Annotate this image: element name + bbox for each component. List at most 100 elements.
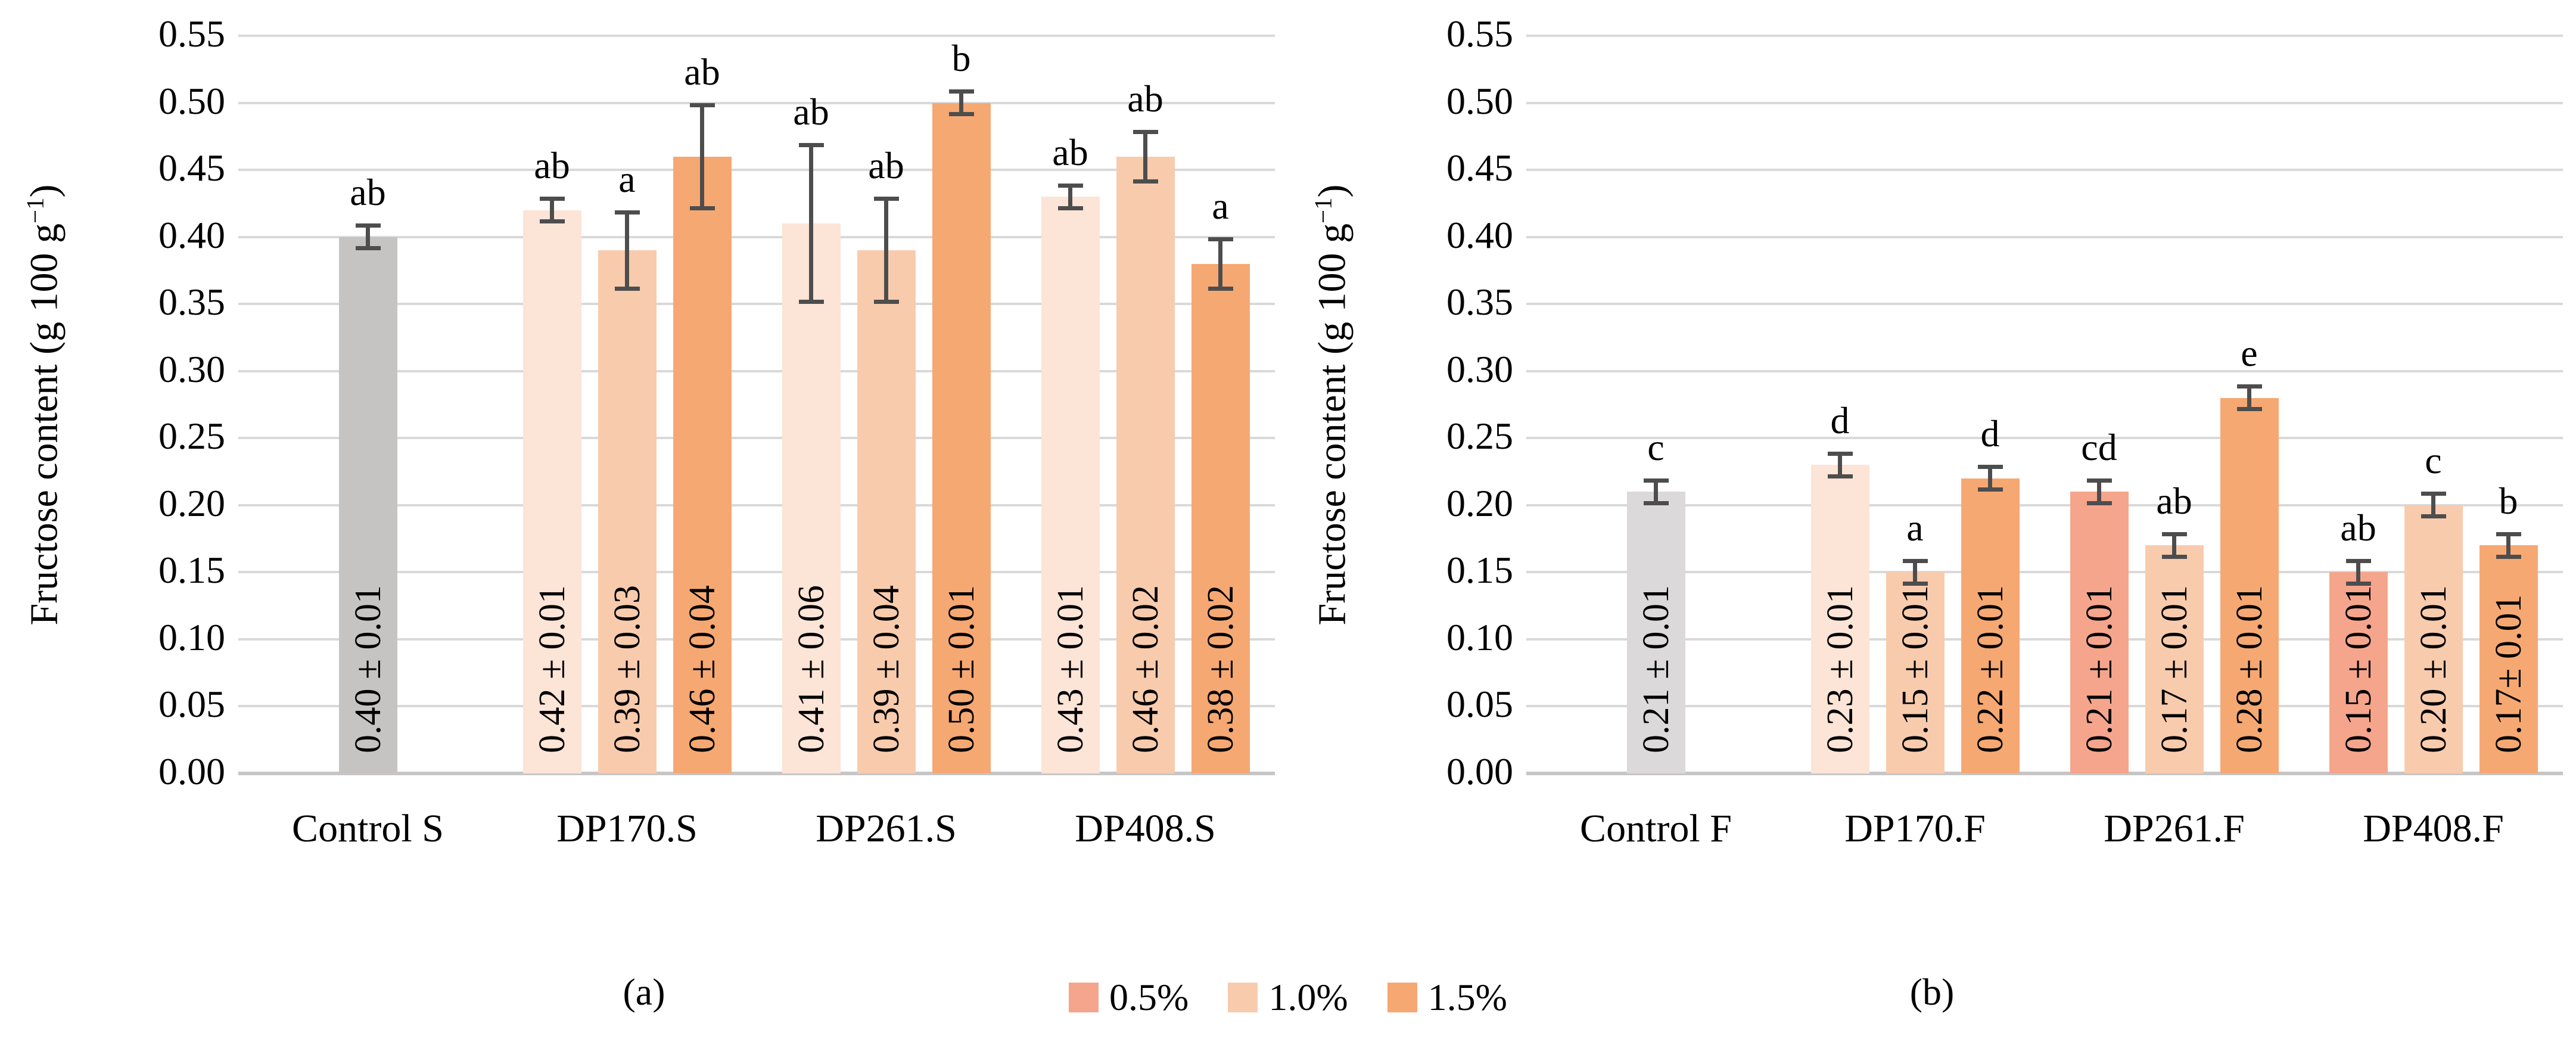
bar: 0.15 ± 0.01	[2329, 572, 2388, 773]
error-bar-line	[2506, 532, 2510, 559]
bar-value-label: 0.43 ± 0.01	[1050, 585, 1091, 753]
error-bar	[1902, 558, 1928, 586]
error-bar	[355, 223, 381, 251]
bar-value-label: 0.28 ± 0.01	[2229, 585, 2270, 753]
panel-caption-a: (a)	[623, 971, 665, 1013]
bar-value-label: 0.22 ± 0.01	[1970, 585, 2011, 753]
plot-area-a: 0.40 ± 0.01 ab 0.42 ± 0.01 ab 0.39 ± 0.03 a 0.…	[238, 35, 1275, 775]
error-bar-line	[809, 143, 813, 304]
legend-swatch	[1069, 983, 1099, 1012]
bar-value-label: 0.46 ± 0.02	[1125, 585, 1166, 753]
error-bar	[2421, 492, 2446, 519]
significance-letter: ab	[793, 91, 829, 133]
y-tick-label: 0.00	[1446, 750, 1513, 793]
x-axis-line	[1526, 772, 2563, 775]
error-bar-cap-bottom	[1643, 501, 1669, 505]
y-tick-label: 0.45	[1446, 147, 1513, 189]
significance-letter: ab	[868, 144, 904, 187]
y-tick-label: 0.25	[1446, 415, 1513, 458]
error-bar	[2236, 384, 2262, 412]
bar: 0.50 ± 0.01	[932, 102, 991, 773]
gridline	[1526, 638, 2563, 641]
error-bar	[2086, 478, 2112, 505]
error-bar-cap-bottom	[689, 206, 715, 210]
error-bar	[873, 197, 899, 304]
error-bar-cap-bottom	[355, 246, 381, 251]
error-bar	[798, 143, 824, 304]
error-bar	[689, 102, 715, 210]
significance-letter: ab	[684, 50, 720, 93]
error-bar-cap-top	[2421, 492, 2446, 496]
significance-letter: ab	[534, 144, 570, 187]
significance-letter: d	[1980, 412, 2000, 455]
gridline	[238, 369, 1275, 372]
error-bar-cap-top	[873, 197, 899, 201]
error-bar-line	[625, 210, 629, 291]
error-bar-cap-bottom	[2345, 581, 2371, 586]
y-tick-label: 0.20	[1446, 481, 1513, 524]
error-bar-line	[1838, 451, 1842, 478]
gridline	[238, 437, 1275, 440]
y-tick-label: 0.05	[158, 683, 225, 726]
error-bar-cap-top	[1133, 129, 1158, 134]
error-bar-cap-top	[2345, 558, 2371, 563]
x-axis-label: Control S	[292, 807, 444, 850]
significance-letter: a	[1212, 184, 1229, 227]
gridline	[238, 101, 1275, 104]
y-tick-label: 0.10	[158, 616, 225, 658]
error-bar-cap-bottom	[1827, 474, 1853, 478]
gridline	[1526, 303, 2563, 306]
y-tick-label: 0.15	[1446, 549, 1513, 592]
significance-letter: ab	[350, 171, 386, 214]
error-bar-cap-bottom	[1902, 581, 1928, 586]
error-bar	[2345, 558, 2371, 586]
gridline	[238, 235, 1275, 238]
legend-swatch	[1387, 983, 1417, 1012]
error-bar-line	[550, 197, 554, 224]
y-tick-label: 0.10	[1446, 616, 1513, 658]
error-bar-cap-bottom	[948, 112, 974, 117]
panel-b: Fructose content (g 100 g−1) 0.21 ± 0.01…	[1288, 0, 2576, 1038]
significance-letter: b	[951, 37, 971, 80]
bar: 0.38 ± 0.02	[1191, 263, 1250, 773]
error-bar-line	[1143, 129, 1147, 184]
significance-letter: ab	[2156, 479, 2192, 522]
x-axis-label: DP261.F	[2104, 807, 2245, 850]
bar: 0.39 ± 0.03	[598, 250, 657, 773]
bar: 0.17± 0.01	[2479, 545, 2538, 773]
significance-letter: a	[1906, 506, 1924, 549]
gridline	[238, 35, 1275, 37]
legend-item: 1.5%	[1387, 978, 1507, 1017]
x-axis-label: DP408.F	[2363, 807, 2504, 850]
bar-value-label: 0.15 ± 0.01	[1894, 585, 1936, 753]
y-tick-label: 0.15	[158, 549, 225, 592]
y-tick-label: 0.50	[1446, 79, 1513, 122]
y-tick-label: 0.50	[158, 79, 225, 122]
gridline	[1526, 437, 2563, 440]
error-bar	[1827, 451, 1853, 478]
gridline	[238, 303, 1275, 306]
gridline	[1526, 705, 2563, 708]
error-bar	[2161, 532, 2187, 559]
x-axis-label: DP408.S	[1075, 807, 1216, 850]
error-bar-cap-top	[355, 223, 381, 228]
error-bar-line	[1068, 183, 1072, 210]
error-bar-line	[959, 89, 963, 117]
bar: 0.46 ± 0.02	[1116, 156, 1175, 773]
error-bar	[1977, 465, 2003, 492]
significance-letter: cd	[2081, 425, 2117, 468]
panel-a: Fructose content (g 100 g−1) 0.40 ± 0.01…	[22, 13, 1275, 850]
error-bar-cap-top	[2086, 478, 2112, 483]
y-tick-label: 0.40	[158, 213, 225, 256]
error-bar	[1208, 237, 1233, 291]
error-bar-cap-top	[1827, 451, 1853, 456]
significance-letter: e	[2241, 332, 2258, 375]
y-tick-label: 0.30	[158, 347, 225, 390]
error-bar-cap-bottom	[2086, 501, 2112, 505]
bar-value-label: 0.42 ± 0.01	[531, 585, 573, 753]
legend-item: 0.5%	[1069, 978, 1189, 1017]
error-bar	[539, 197, 565, 224]
significance-letter: d	[1830, 399, 1850, 442]
legend-label: 0.5%	[1109, 976, 1189, 1018]
